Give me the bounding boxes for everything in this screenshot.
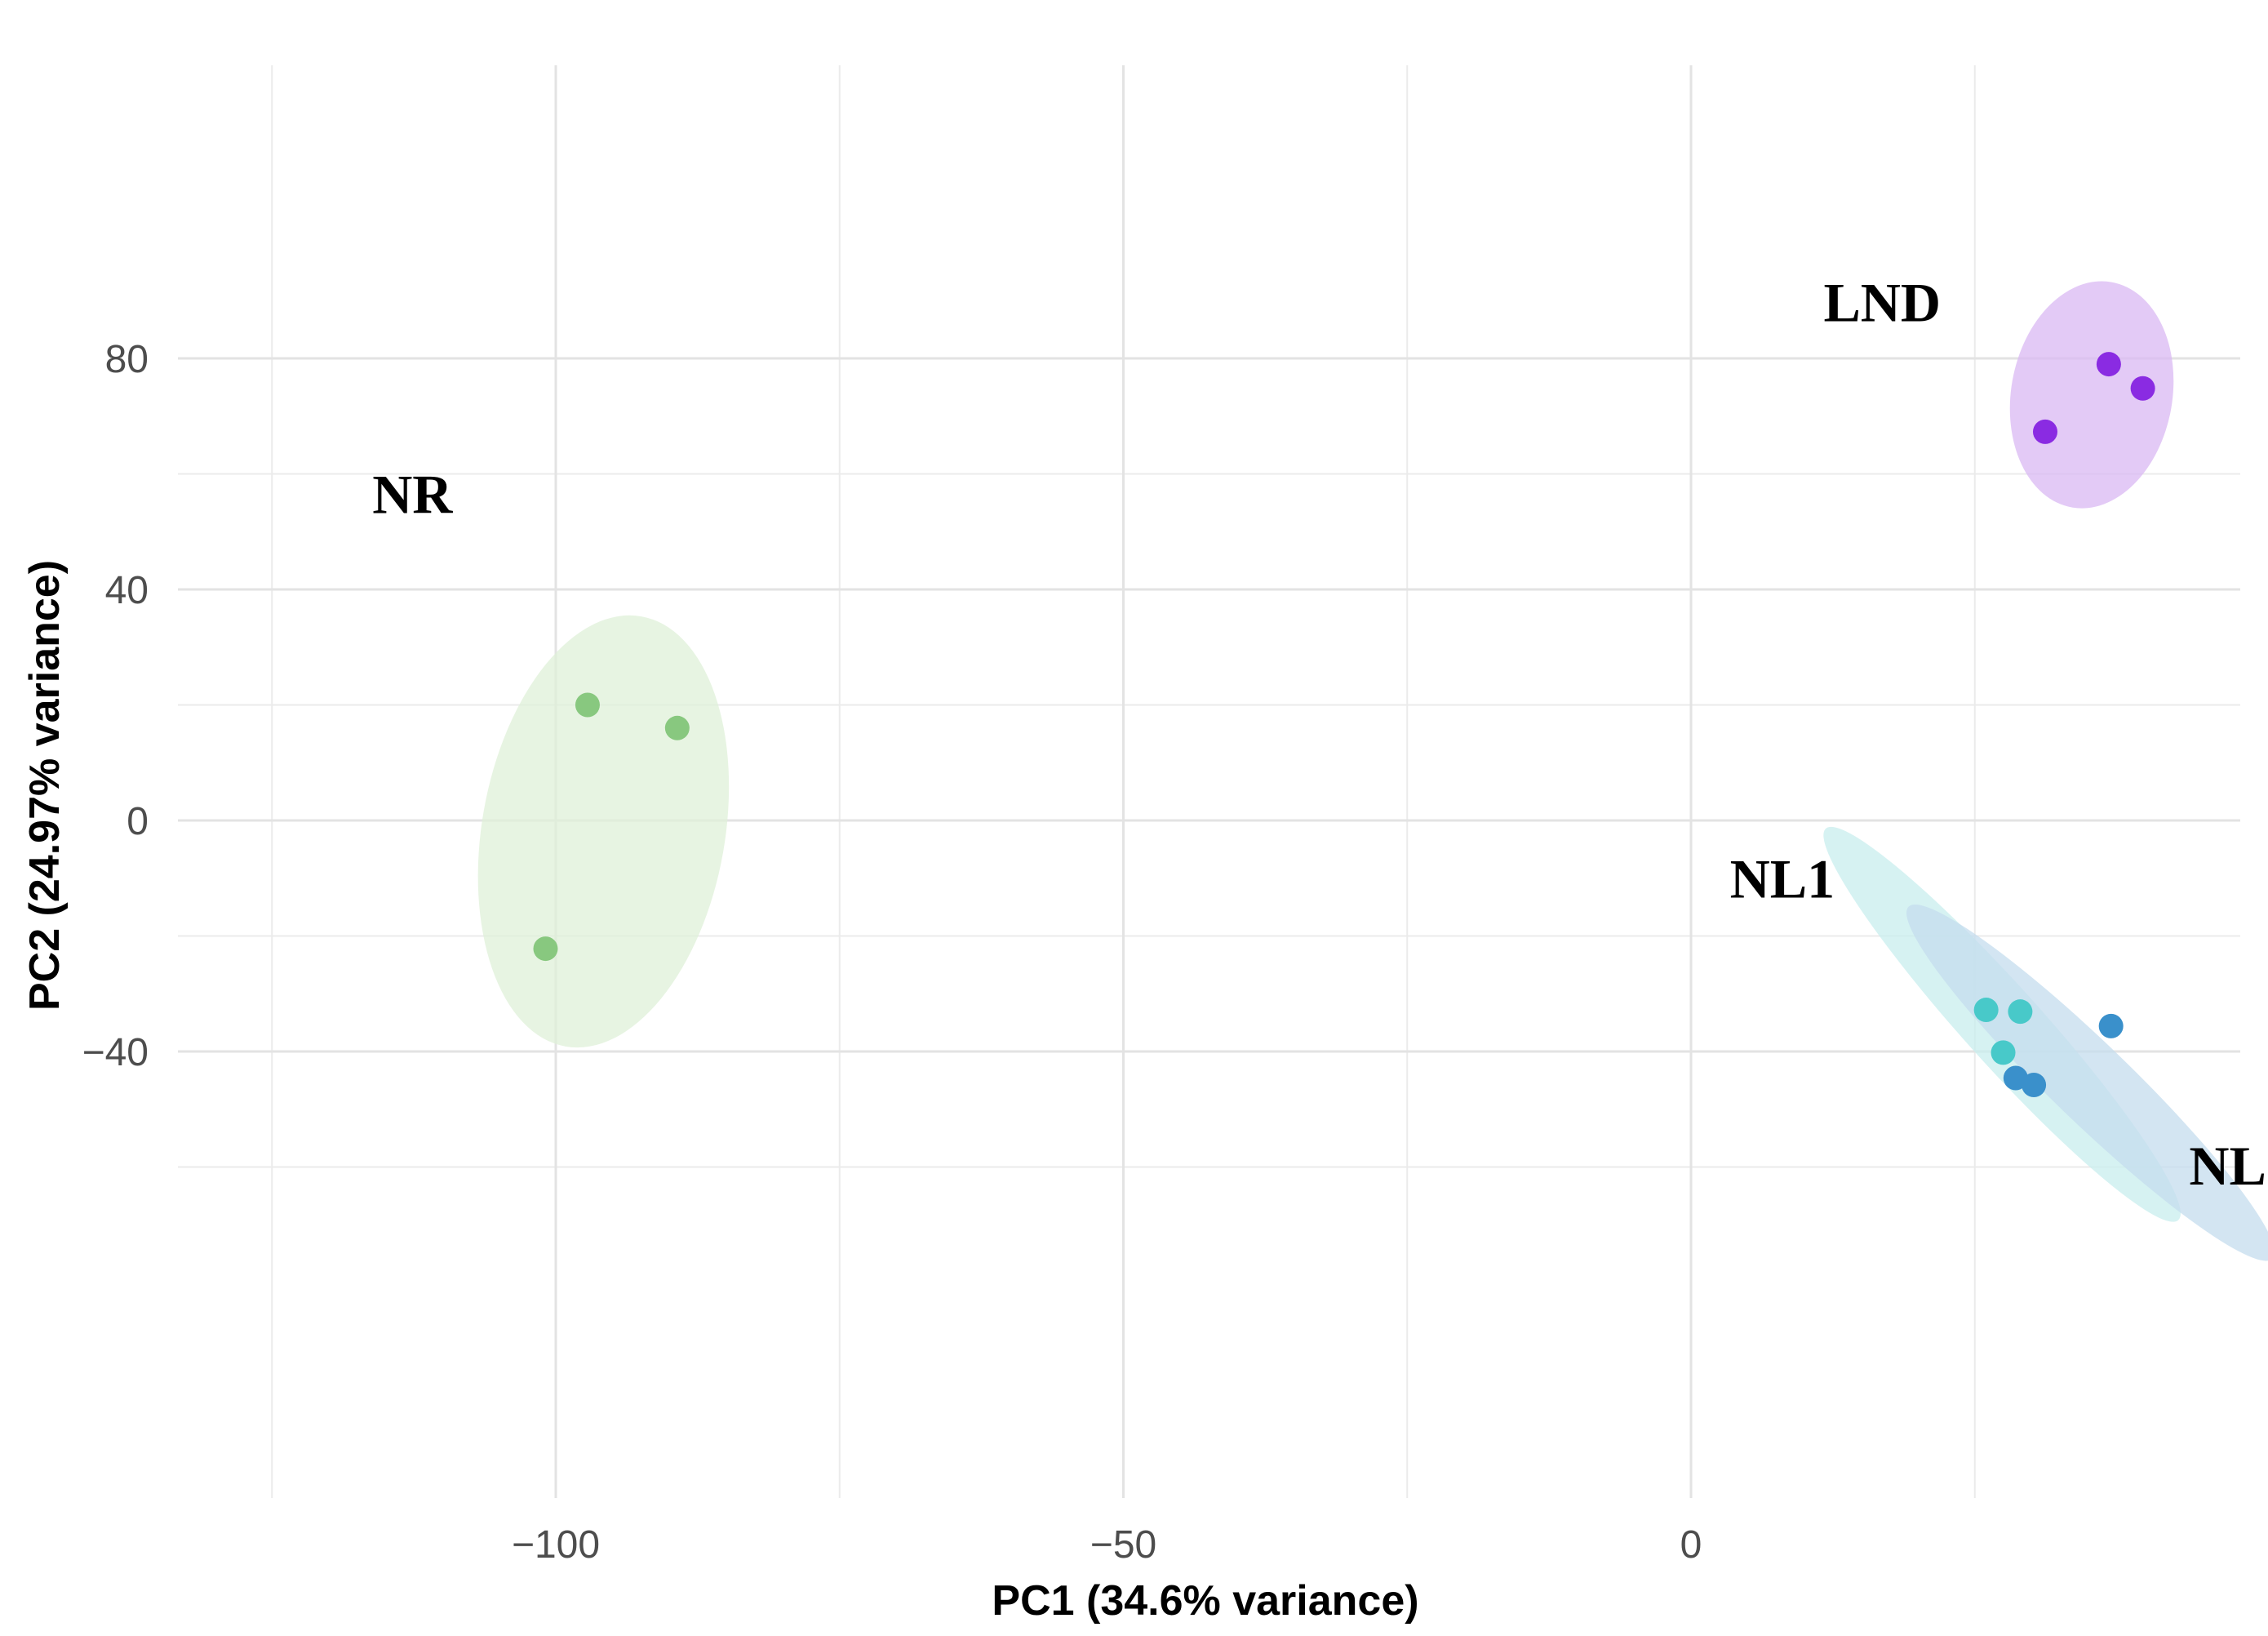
ellipse-lnd — [2009, 281, 2174, 509]
y-tick-label: 0 — [126, 800, 149, 843]
point-lnd — [2130, 376, 2155, 401]
group-label-lnd: LND — [1823, 272, 1941, 334]
point-nr — [533, 936, 558, 962]
x-tick-label: 0 — [1680, 1523, 1702, 1567]
point-nl2 — [2098, 1013, 2124, 1038]
point-nl1 — [1991, 1040, 2016, 1065]
y-tick-label: 40 — [105, 569, 149, 612]
group-label-nl1: NL1 — [1730, 848, 1835, 910]
y-axis-title: PC2 (24.97% variance) — [21, 560, 69, 1011]
point-nl1 — [1973, 998, 1999, 1023]
point-nl2 — [2022, 1073, 2047, 1098]
point-nl1 — [2008, 999, 2033, 1025]
data-points — [533, 352, 2155, 1098]
x-axis-title: PC1 (34.6% variance) — [992, 1577, 1418, 1625]
group-labels: NR LND NL1 NL2 — [372, 272, 2268, 1198]
point-nr — [664, 715, 690, 740]
point-nr — [575, 692, 600, 718]
tick-labels: −100 −50 0 −40 0 40 80 — [82, 338, 1702, 1567]
group-label-nr: NR — [372, 463, 453, 525]
y-tick-label: −40 — [82, 1031, 149, 1074]
group-label-nl2: NL2 — [2189, 1135, 2268, 1197]
x-tick-label: −50 — [1090, 1523, 1156, 1567]
y-tick-label: 80 — [105, 338, 149, 381]
x-tick-label: −100 — [512, 1523, 600, 1567]
point-lnd — [2032, 419, 2057, 444]
ellipse-nl2 — [1906, 904, 2268, 1261]
point-lnd — [2096, 352, 2121, 377]
